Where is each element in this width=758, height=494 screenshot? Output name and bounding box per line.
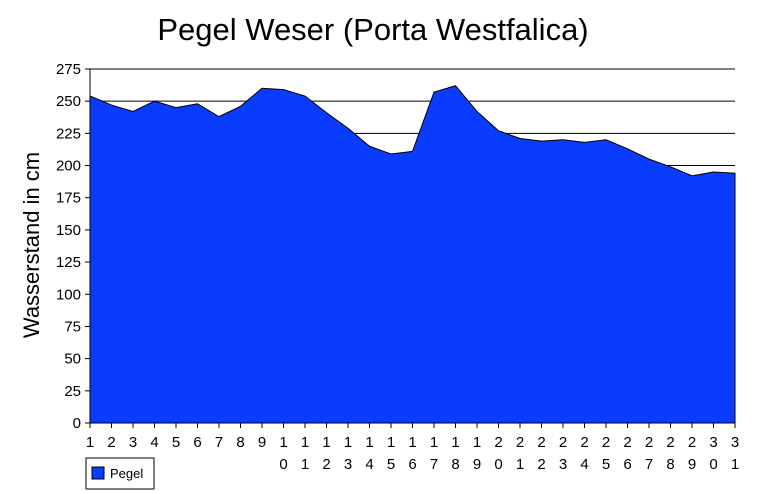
y-tick-label-100: 100 xyxy=(56,286,81,303)
y-tick-label-75: 75 xyxy=(64,318,81,335)
legend: Pegel xyxy=(85,457,155,490)
y-tick-label-225: 225 xyxy=(56,125,81,142)
y-tick-label-25: 25 xyxy=(64,383,81,400)
y-tick-label-125: 125 xyxy=(56,254,81,271)
x-tick-label-6: 6 xyxy=(193,434,201,451)
x-tick-label-2: 2 xyxy=(107,434,115,451)
y-tick-label-275: 275 xyxy=(56,61,81,78)
y-tick-label-50: 50 xyxy=(64,351,81,368)
x-tick-label-4: 4 xyxy=(150,434,158,451)
series-area-layer xyxy=(89,85,736,424)
x-tick-label-8: 8 xyxy=(236,434,244,451)
x-tick-label-1: 1 xyxy=(86,434,94,451)
series-area-pegel xyxy=(89,85,736,424)
axes xyxy=(85,68,736,428)
y-tick-label-0: 0 xyxy=(73,415,81,432)
legend-swatch xyxy=(91,466,105,480)
y-tick-label-175: 175 xyxy=(56,190,81,207)
x-tick-label-7: 7 xyxy=(215,434,223,451)
legend-entry-pegel: Pegel xyxy=(110,466,143,481)
y-axis-label: Wasserstand in cm xyxy=(19,152,44,338)
x-tick-label-9: 9 xyxy=(258,434,266,451)
x-tick-labels: 1 2 3 4 5 6 7 8 9 1 01 11 21 31 41 51 61 71 81 92 02 12 22 32 42… xyxy=(86,434,739,473)
y-tick-label-250: 250 xyxy=(56,93,81,110)
x-tick-label-3: 3 xyxy=(129,434,137,451)
chart-title: Pegel Weser (Porta Westfalica) xyxy=(157,12,588,47)
x-tick-label-5: 5 xyxy=(172,434,180,451)
y-tick-label-150: 150 xyxy=(56,222,81,239)
y-tick-labels: 0 25 50 75 100 125 150 175 200 225 250 275 xyxy=(56,61,81,432)
y-tick-label-200: 200 xyxy=(56,158,81,175)
